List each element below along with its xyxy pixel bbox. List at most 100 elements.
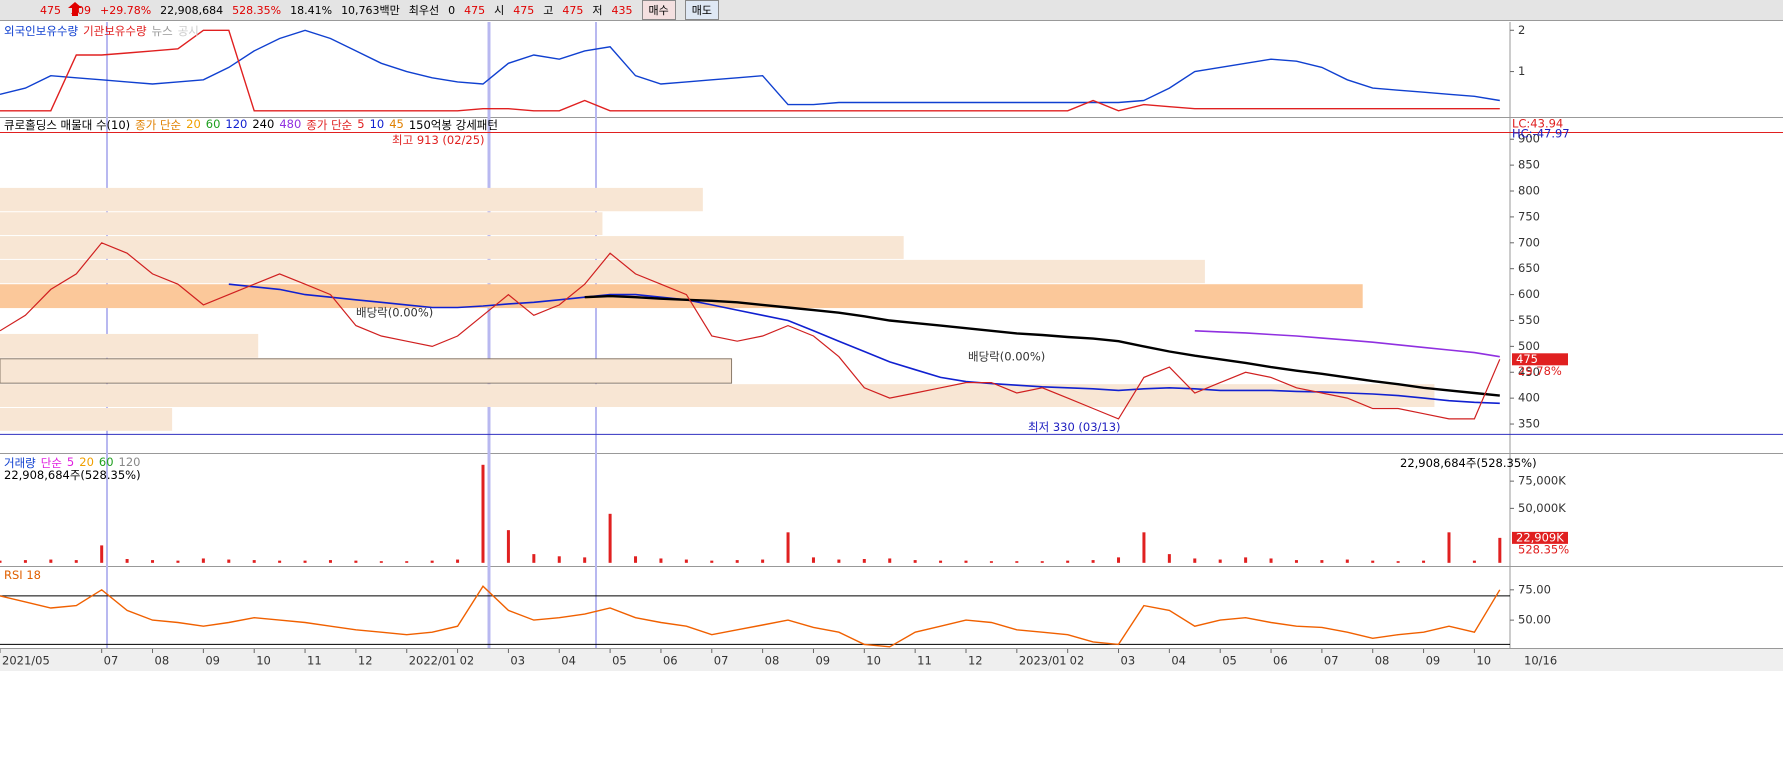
last-price-box <box>1512 353 1568 366</box>
volume-summary: 22,908,684주(528.35%) <box>1400 456 1537 470</box>
volume-bar <box>811 557 815 563</box>
volume-bar <box>354 560 358 563</box>
volume-bar <box>1091 560 1095 563</box>
legend-item: 외국인보유수량 <box>4 24 79 38</box>
volume-bar <box>481 464 485 563</box>
volume-profile-band <box>0 358 733 384</box>
volume-bar <box>761 559 765 563</box>
volume-profile-band <box>0 284 1363 309</box>
legend-item: 5 <box>357 117 365 131</box>
volume-bar <box>125 559 129 563</box>
series-line <box>584 294 1500 397</box>
y-tick-label: 75.00 <box>1518 582 1551 596</box>
x-tick-label: 06 <box>1273 654 1288 668</box>
volume-bar <box>1472 560 1476 563</box>
volume-bar <box>1218 559 1222 563</box>
volume-profile-band <box>0 236 904 259</box>
volume-bar <box>1345 559 1349 563</box>
legend-item: 120 <box>225 117 248 131</box>
y-tick-label: 600 <box>1518 287 1540 301</box>
buy-button[interactable]: 매수 <box>641 0 676 20</box>
volume-bar <box>913 560 917 563</box>
volume-bar <box>201 558 205 563</box>
volume-profile-band <box>0 407 173 431</box>
x-tick-label: 03 <box>1121 654 1136 668</box>
legend-item: 20 <box>79 455 94 469</box>
quote-field: 475 <box>513 3 535 17</box>
volume-bar <box>1294 560 1298 563</box>
volume-bar <box>888 558 892 563</box>
x-tick-label: 02 <box>1070 654 1085 668</box>
legend-item: 45 <box>389 117 404 131</box>
volume-bar <box>227 559 231 563</box>
volume-bar <box>456 559 460 563</box>
volume-bar <box>659 558 663 563</box>
volume-bar <box>532 554 536 563</box>
x-tick-label: 04 <box>1171 654 1186 668</box>
legend-item: 5 <box>66 455 75 469</box>
volume-bar <box>939 560 943 563</box>
volume-bar <box>634 556 638 563</box>
x-tick-label: 03 <box>510 654 525 668</box>
quote-field: 475 <box>40 3 61 17</box>
quote-field: 저 <box>592 4 603 17</box>
y-tick-label: 900 <box>1518 132 1540 146</box>
legend-item: 종가 단순 <box>306 118 353 132</box>
x-tick-label: 05 <box>612 654 627 668</box>
series-line <box>0 29 1500 106</box>
y-tick-label: 1 <box>1518 64 1525 78</box>
volume-bar <box>837 559 841 563</box>
lc-label: LC:43.94 <box>1512 117 1563 131</box>
quote-field: 475 <box>464 3 486 17</box>
x-tick-label: 07 <box>104 654 119 668</box>
legend-item: 거래량 <box>4 456 36 470</box>
quote-field: 475 <box>562 3 584 17</box>
volume-bar <box>430 560 434 563</box>
x-tick-label: 09 <box>1426 654 1441 668</box>
legend-item: 480 <box>279 117 302 131</box>
legend: 거래량 단순 5 20 60 120 <box>4 455 140 471</box>
series-line <box>0 242 1501 420</box>
series-line <box>0 29 1500 112</box>
series-line <box>1194 330 1500 358</box>
last-volume-label: 22,909K <box>1516 530 1564 544</box>
volume-bar <box>786 532 790 563</box>
y-tick-label: 75,000K <box>1518 474 1566 488</box>
x-tick-label: 11 <box>917 654 932 668</box>
quote-field: 18.41% <box>290 3 333 17</box>
volume-bar <box>1320 560 1324 563</box>
x-tick-label: 11 <box>307 654 322 668</box>
up-arrow <box>68 2 82 16</box>
last-price-label: 475 <box>1516 352 1538 366</box>
volume-bar <box>74 560 78 563</box>
legend: RSI 18 <box>4 568 41 582</box>
volume-bar <box>1244 557 1248 563</box>
x-tick-label: 04 <box>561 654 576 668</box>
x-tick-label: 10 <box>1476 654 1491 668</box>
volume-bar <box>735 560 739 563</box>
y-tick-label: 700 <box>1518 235 1540 249</box>
legend-item: 60 <box>205 117 221 131</box>
x-tick-label: 07 <box>714 654 729 668</box>
quote-field: 시 <box>494 4 505 17</box>
legend-item: 단순 <box>40 456 62 470</box>
volume-profile-band <box>0 187 703 212</box>
volume-bar <box>379 561 383 563</box>
volume-summary: 22,908,684주(528.35%) <box>4 468 141 482</box>
x-tick-label: 2021/05 <box>2 654 50 668</box>
dividend-label: 배당락(0.00%) <box>356 306 433 320</box>
volume-bar <box>1371 560 1375 563</box>
volume-bar <box>506 530 510 563</box>
legend-item: 큐로홀딩스 매물대 수(10) <box>4 118 131 132</box>
x-tick-label: 08 <box>1375 654 1390 668</box>
sell-button[interactable]: 매도 <box>684 0 720 20</box>
y-tick-label: 850 <box>1518 158 1540 172</box>
volume-bar <box>176 560 180 563</box>
y-tick-label: 500 <box>1518 339 1540 353</box>
y-tick-label: 650 <box>1518 261 1540 275</box>
x-tick-label: 12 <box>968 654 983 668</box>
volume-bar <box>1117 557 1121 563</box>
legend-item: 10 <box>369 117 385 131</box>
volume-bar <box>100 545 104 563</box>
